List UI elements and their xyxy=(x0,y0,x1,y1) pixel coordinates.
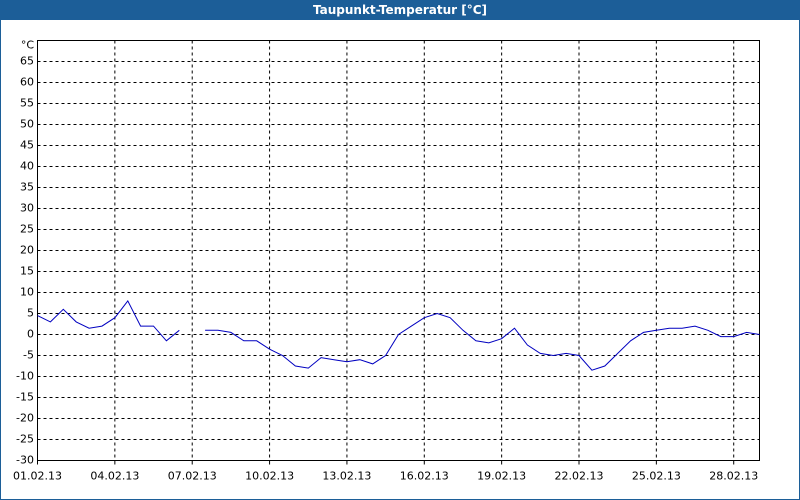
x-tick-label: 13.02.13 xyxy=(322,470,371,483)
y-tick-label: -5 xyxy=(23,349,34,362)
y-tick-label: °C xyxy=(21,39,35,52)
y-tick-label: 15 xyxy=(20,265,34,278)
x-tick-label: 25.02.13 xyxy=(632,470,681,483)
y-tick-label: 30 xyxy=(20,202,34,215)
x-tick-label: 22.02.13 xyxy=(555,470,604,483)
x-tick-label: 10.02.13 xyxy=(245,470,294,483)
y-tick-label: -20 xyxy=(16,412,34,425)
chart-title: Taupunkt-Temperatur [°C] xyxy=(313,3,487,17)
y-tick-label: 0 xyxy=(27,328,34,341)
y-tick-label: 65 xyxy=(20,55,34,68)
x-tick-label: 16.02.13 xyxy=(400,470,449,483)
x-tick-label: 01.02.13 xyxy=(13,470,62,483)
y-tick-label: -10 xyxy=(16,370,34,383)
y-tick-label: 45 xyxy=(20,139,34,152)
y-tick-label: 60 xyxy=(20,76,34,89)
x-tick-label: 04.02.13 xyxy=(90,470,139,483)
y-tick-label: 35 xyxy=(20,181,34,194)
x-tick-label: 28.02.13 xyxy=(709,470,758,483)
y-tick-label: 50 xyxy=(20,118,34,131)
x-tick-label: 07.02.13 xyxy=(168,470,217,483)
y-tick-label: -30 xyxy=(16,454,34,467)
plot-border xyxy=(37,40,760,461)
y-tick-label: 55 xyxy=(20,97,34,110)
y-tick-label: 20 xyxy=(20,244,34,257)
y-tick-label: -15 xyxy=(16,391,34,404)
title-bar xyxy=(0,0,800,20)
y-tick-label: 5 xyxy=(27,307,34,320)
x-tick-label: 19.02.13 xyxy=(477,470,526,483)
y-tick-label: 10 xyxy=(20,286,34,299)
y-tick-label: 25 xyxy=(20,223,34,236)
y-tick-label: -25 xyxy=(16,433,34,446)
data-line xyxy=(37,299,760,371)
y-tick-label: 40 xyxy=(20,160,34,173)
